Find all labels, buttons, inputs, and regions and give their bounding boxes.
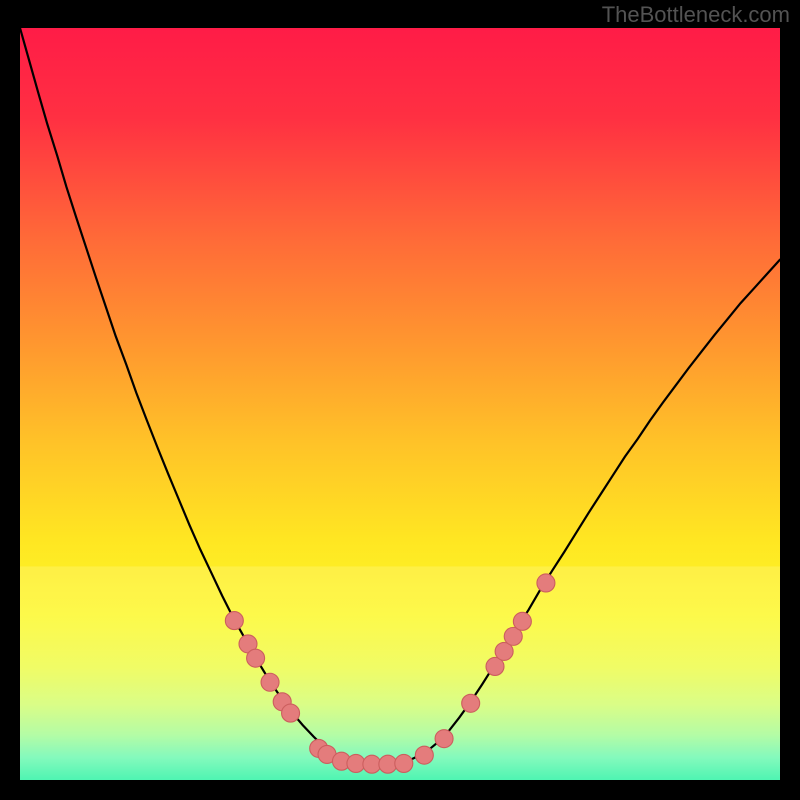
data-marker: [415, 746, 433, 764]
chart-svg: [0, 0, 800, 800]
highlight-band: [20, 566, 780, 780]
data-marker: [347, 754, 365, 772]
data-marker: [282, 704, 300, 722]
data-marker: [261, 673, 279, 691]
chart-container: TheBottleneck.com: [0, 0, 800, 800]
data-marker: [435, 730, 453, 748]
data-marker: [363, 755, 381, 773]
data-marker: [537, 574, 555, 592]
watermark-text: TheBottleneck.com: [602, 2, 790, 28]
data-marker: [379, 755, 397, 773]
data-marker: [462, 694, 480, 712]
data-marker: [225, 612, 243, 630]
data-marker: [513, 612, 531, 630]
data-marker: [247, 649, 265, 667]
data-marker: [395, 754, 413, 772]
